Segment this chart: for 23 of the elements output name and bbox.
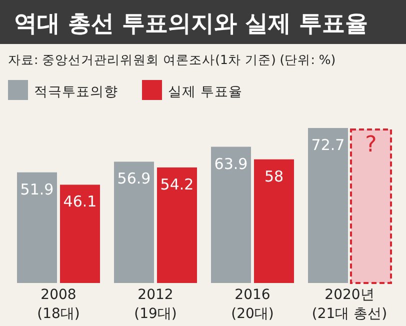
x-tick-label: 2016 (20대)	[231, 287, 274, 322]
bar	[114, 162, 154, 283]
legend-label: 실제 투표율	[168, 84, 242, 100]
chart-title: 역대 총선 투표의지와 실제 투표율	[14, 11, 368, 37]
data-label: 72.7	[311, 136, 345, 154]
x-tick-label: 2012 (19대)	[134, 287, 177, 322]
data-label: 56.9	[117, 170, 151, 188]
bar	[308, 128, 348, 283]
bar	[157, 167, 197, 283]
bar	[254, 159, 294, 283]
data-label: 63.9	[214, 154, 248, 173]
legend-label: 적극투표의향	[34, 84, 118, 100]
chart-subtitle: 자료: 중앙선거관리위원회 여론조사(1차 기준) (단위: %)	[8, 52, 336, 67]
data-label: 46.1	[63, 192, 97, 211]
bar	[211, 146, 251, 283]
data-label: ?	[365, 132, 377, 158]
data-label: 51.9	[20, 180, 54, 198]
x-tick-label: 2020년 (21대 총선)	[312, 287, 388, 322]
bar	[60, 184, 100, 283]
data-label: 58	[264, 167, 284, 186]
data-label: 54.2	[160, 175, 194, 194]
x-tick-label: 2008 (18대)	[37, 287, 80, 322]
bar	[17, 172, 57, 283]
